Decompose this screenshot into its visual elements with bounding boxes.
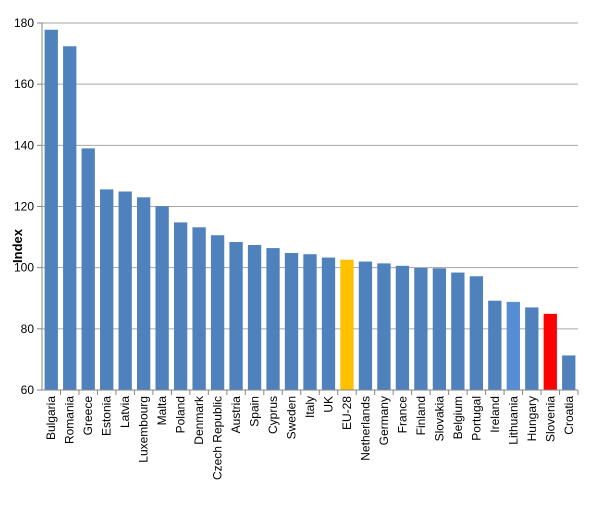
y-tick-label: 160 [14,77,34,91]
y-tick-label: 180 [14,16,34,30]
y-tick-label: 140 [14,138,34,152]
bar-ireland [488,300,502,390]
bar-portugal [469,276,483,390]
bar-belgium [451,272,465,390]
bar-romania [63,46,77,391]
bar-france [395,265,410,390]
x-category-label: Slovakia [432,396,446,442]
x-category-label: Hungary [525,396,539,441]
x-category-label: Italy [303,396,317,418]
bars [44,29,576,391]
x-category-label: Germany [377,396,391,445]
bar-croatia [562,355,576,390]
y-tick-label: 60 [21,383,35,397]
bar-malta [155,206,169,390]
bar-sweden [284,252,299,390]
x-category-label: Spain [248,396,262,427]
x-category-label: Poland [174,396,188,433]
x-category-label: Cyprus [266,396,280,434]
bar-spain [247,245,262,390]
x-category-label: Denmark [192,395,206,445]
bar-slovenia [543,313,557,390]
y-tick-label: 80 [21,322,35,336]
bar-greece [81,148,95,390]
x-category-label: Croatia [562,396,576,435]
bar-uk [321,257,336,390]
x-category-label: Romania [63,396,77,444]
bar-netherlands [358,261,373,390]
y-tick-labels: 60 80 100 120 140 160 180 [14,16,34,397]
bar-slovakia [432,268,447,390]
bar-latvia [118,191,132,390]
axes [37,22,579,395]
x-category-label: Slovenia [543,396,557,442]
x-category-label: Malta [155,396,169,426]
bar-poland [173,222,188,390]
bar-estonia [100,189,114,390]
x-category-label: France [395,396,409,434]
x-category-label: Netherlands [358,396,372,461]
x-category-label: Latvia [118,396,132,428]
y-tick-label: 120 [14,200,34,214]
x-category-label: Czech Republic [211,396,225,480]
x-category-label: Austria [229,396,243,434]
y-axis-title: Index [10,228,25,263]
bar-germany [377,263,391,390]
y-tick-label: 100 [14,261,34,275]
bar-czech-republic [210,235,225,390]
bar-cyprus [266,248,280,390]
x-category-label: Luxembourg [137,396,151,463]
bar-austria [229,241,243,390]
x-category-label: Sweden [285,396,299,439]
x-category-label: Finland [414,396,428,435]
bar-bulgaria [44,29,58,390]
x-category-label: Portugal [469,396,483,441]
x-category-labels: Bulgaria Romania Greece Estonia Latvia Luxemb… [44,395,576,480]
x-category-label: Bulgaria [44,396,58,440]
bar-denmark [192,227,206,390]
bar-luxembourg [137,197,151,390]
x-category-label: Greece [81,396,95,436]
bar-italy [303,254,317,390]
x-category-label: Estonia [100,396,114,436]
x-category-label: EU-28 [340,396,354,430]
bar-lithuania [506,301,520,390]
x-category-label: Belgium [451,396,465,439]
bar-hungary [525,307,539,390]
x-category-label: Lithuania [506,396,520,445]
x-category-label: UK [321,396,335,413]
x-category-label: Ireland [488,396,502,433]
bar-eu-28 [340,259,354,390]
bar-finland [414,267,428,390]
